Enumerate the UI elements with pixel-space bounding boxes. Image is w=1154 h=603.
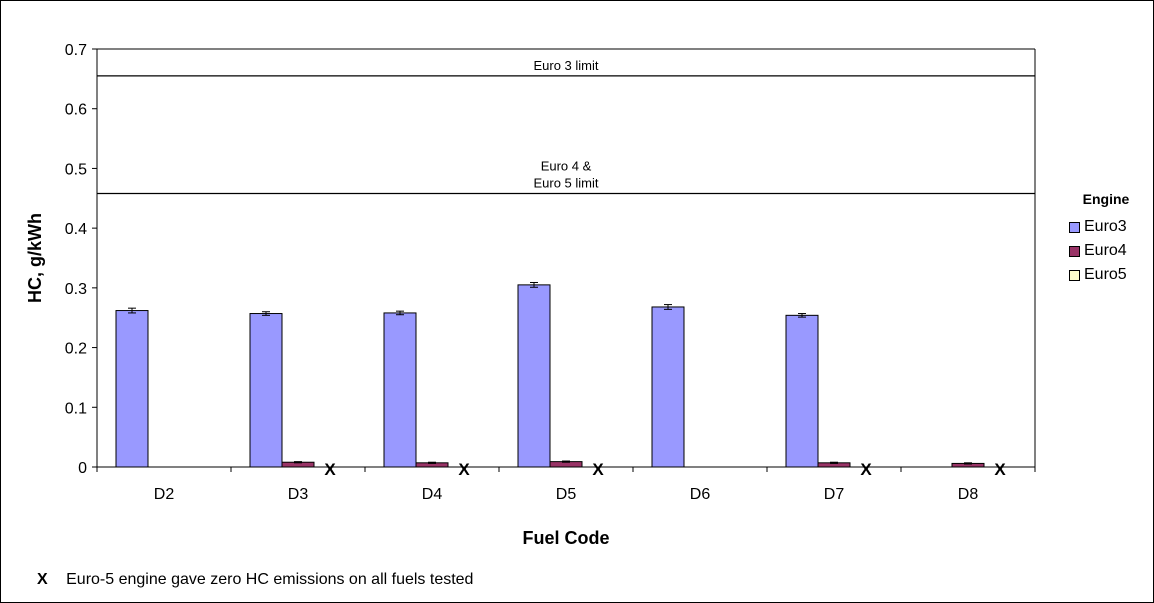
reference-label-0-0: Euro 3 limit xyxy=(533,58,598,73)
reference-label-1-1: Euro 5 limit xyxy=(533,176,598,191)
y-tick-label-0-3: 0.3 xyxy=(65,281,87,298)
x-tick-label-d8: D8 xyxy=(958,486,979,503)
legend-label-euro5: Euro5 xyxy=(1084,266,1127,283)
legend-item-euro3: Euro3 xyxy=(1063,215,1149,239)
zero-marker-d8: X xyxy=(994,460,1006,479)
x-tick-label-d2: D2 xyxy=(154,486,175,503)
y-axis-title: HC, g/kWh xyxy=(25,213,45,303)
legend-label-euro3: Euro3 xyxy=(1084,218,1127,235)
legend-title: Engine xyxy=(1082,191,1130,207)
zero-marker-d4: X xyxy=(458,460,470,479)
y-tick-label-0-6: 0.6 xyxy=(65,102,87,119)
legend-item-euro4: Euro4 xyxy=(1063,239,1149,263)
error-bar-euro3-d4 xyxy=(396,310,404,316)
x-tick-label-d3: D3 xyxy=(288,486,309,503)
error-bar-euro3-d2 xyxy=(128,307,136,314)
y-tick-label-0-7: 0.7 xyxy=(65,42,87,59)
x-tick-label-d5: D5 xyxy=(556,486,577,503)
legend: Engine Euro3 Euro4 Euro5 xyxy=(1063,191,1149,287)
legend-item-euro5: Euro5 xyxy=(1063,263,1149,287)
bar-euro3-d5 xyxy=(517,284,551,468)
footnote-marker: X xyxy=(37,571,48,588)
y-tick-label-0: 0 xyxy=(78,460,87,477)
bar-euro3-d2 xyxy=(115,310,149,468)
x-axis-title: Fuel Code xyxy=(522,528,609,548)
bar-euro3-d7 xyxy=(785,314,819,468)
y-tick-label-0-1: 0.1 xyxy=(65,400,87,417)
reference-label-1-0: Euro 4 & xyxy=(541,159,592,174)
x-tick-label-d4: D4 xyxy=(422,486,443,503)
error-bar-euro4-d8 xyxy=(964,462,972,465)
error-bar-euro4-d7 xyxy=(830,461,838,464)
footnote-text: Euro-5 engine gave zero HC emissions on … xyxy=(66,571,474,588)
error-bar-euro3-d7 xyxy=(798,313,806,318)
y-tick-label-0-2: 0.2 xyxy=(65,341,87,358)
legend-swatch-euro3 xyxy=(1069,221,1080,233)
zero-marker-d3: X xyxy=(324,460,336,479)
legend-swatch-euro5 xyxy=(1069,269,1080,281)
y-tick-label-0-5: 0.5 xyxy=(65,161,87,178)
error-bar-euro4-d3 xyxy=(294,461,302,464)
legend-label-euro4: Euro4 xyxy=(1084,242,1127,259)
error-bar-euro3-d5 xyxy=(530,281,538,288)
bar-euro3-d3 xyxy=(249,313,283,468)
zero-marker-d5: X xyxy=(592,460,604,479)
legend-swatch-euro4 xyxy=(1069,245,1080,257)
y-tick-label-0-4: 0.4 xyxy=(65,221,87,238)
x-tick-label-d6: D6 xyxy=(690,486,711,503)
footnote: X Euro-5 engine gave zero HC emissions o… xyxy=(37,571,473,589)
error-bar-euro3-d3 xyxy=(262,311,270,316)
zero-marker-d7: X xyxy=(860,460,872,479)
bar-euro3-d4 xyxy=(383,312,417,468)
error-bar-euro4-d5 xyxy=(562,460,570,463)
error-bar-euro4-d4 xyxy=(428,461,436,464)
error-bar-euro3-d6 xyxy=(664,304,672,310)
x-tick-label-d7: D7 xyxy=(824,486,845,503)
bar-euro3-d6 xyxy=(651,306,685,468)
